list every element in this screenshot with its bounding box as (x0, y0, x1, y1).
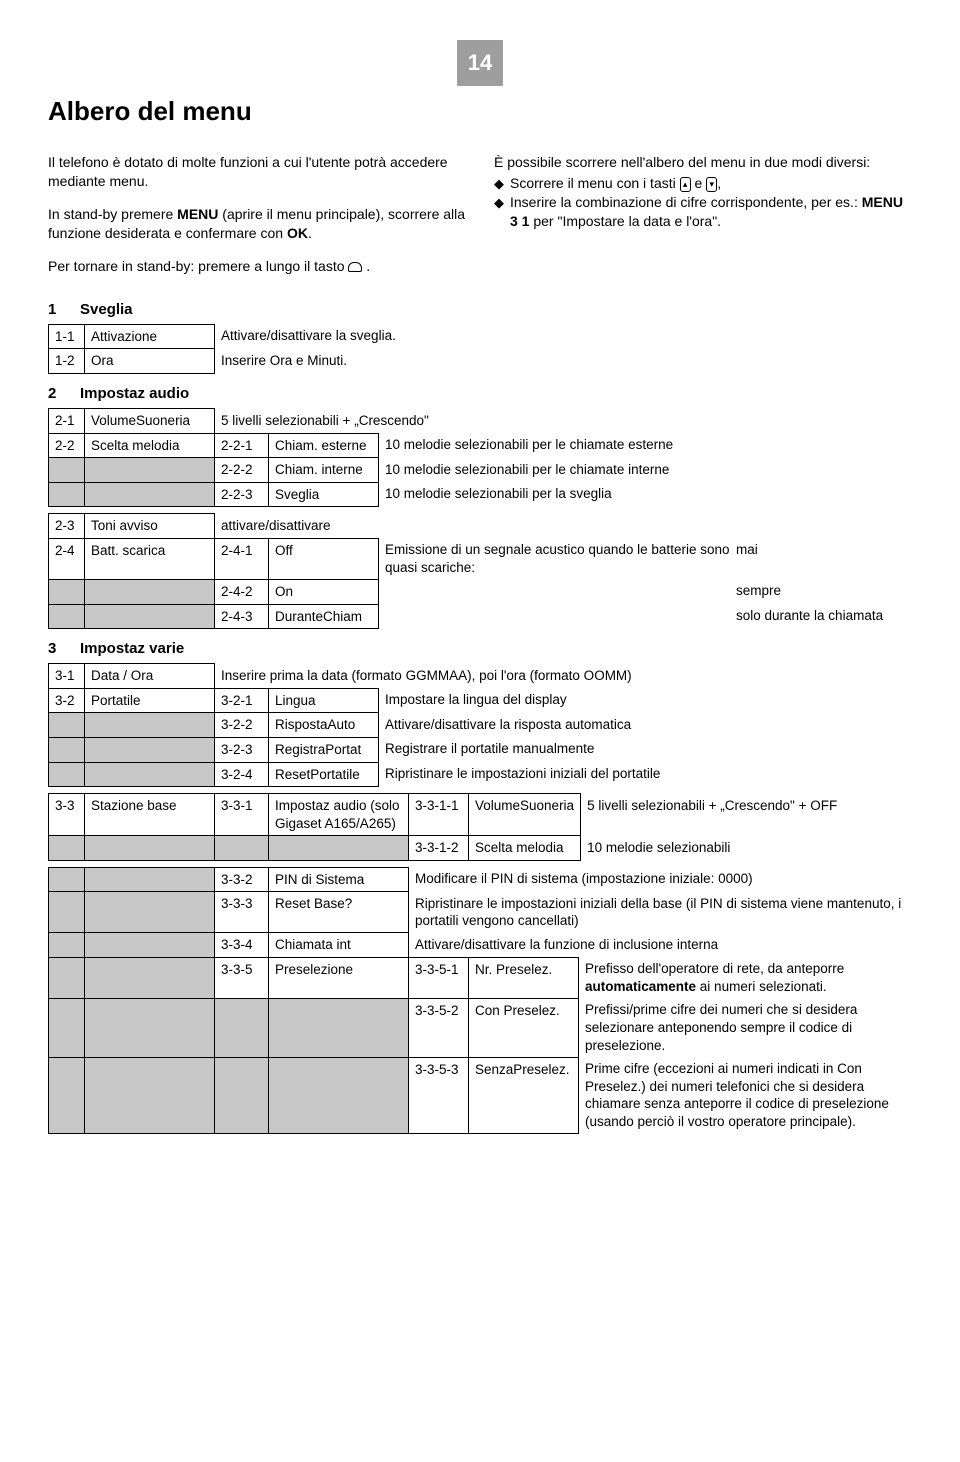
table-row: 2-4 Batt. scarica 2-4-1 Off Emissione di… (49, 538, 913, 579)
intro-columns: Il telefono è dotato di molte funzioni a… (48, 139, 912, 289)
section-3-table-b: 3-3 Stazione base 3-3-1 Impostaz audio (… (48, 793, 912, 861)
diamond-icon: ◆ (494, 193, 504, 213)
table-row: 3-3-3 Reset Base? Ripristinare le impost… (49, 892, 913, 933)
diamond-icon: ◆ (494, 174, 504, 194)
table-row: 3-3-2 PIN di Sistema Modificare il PIN d… (49, 867, 913, 892)
intro-right: È possibile scorrere nell'albero del men… (494, 139, 912, 289)
table-row: 2-2 Scelta melodia 2-2-1 Chiam. esterne … (49, 433, 913, 458)
table-row: 3-2 Portatile 3-2-1 Lingua Impostare la … (49, 688, 913, 713)
table-row: 3-2-4 ResetPortatile Ripristinare le imp… (49, 762, 913, 787)
intro-right-bullet2: ◆ Inserire la combinazione di cifre corr… (494, 193, 912, 231)
table-row: 1-1 Attivazione Attivare/disattivare la … (49, 324, 912, 349)
section-3-table-a: 3-1 Data / Ora Inserire prima la data (f… (48, 663, 912, 787)
intro-left: Il telefono è dotato di molte funzioni a… (48, 139, 466, 289)
section-2-header: 2 Impostaz audio (48, 384, 912, 404)
table-row: 3-3-4 Chiamata int Attivare/disattivare … (49, 933, 913, 958)
intro-left-p3: Per tornare in stand-by: premere a lungo… (48, 257, 466, 276)
table-row: 2-4-3 DuranteChiam solo durante la chiam… (49, 604, 913, 629)
table-row: 3-3-5-2 Con Preselez. Prefissi/prime cif… (49, 998, 913, 1057)
intro-right-p1: È possibile scorrere nell'albero del men… (494, 153, 912, 172)
table-row: 2-2-2 Chiam. interne 10 melodie selezion… (49, 458, 913, 483)
table-row: 3-3-5-3 SenzaPreselez. Prime cifre (ecce… (49, 1057, 913, 1133)
intro-right-bullet1: ◆ Scorrere il menu con i tasti ▴ e ▾, (494, 174, 912, 194)
hangup-icon (348, 262, 362, 272)
table-row: 3-2-3 RegistraPortat Registrare il porta… (49, 737, 913, 762)
down-key-icon: ▾ (706, 177, 717, 192)
table-row: 2-1 VolumeSuoneria 5 livelli selezionabi… (49, 409, 913, 434)
table-row: 3-1 Data / Ora Inserire prima la data (f… (49, 664, 913, 689)
table-row: 2-4-2 On sempre (49, 579, 913, 604)
up-key-icon: ▴ (680, 177, 691, 192)
table-row: 3-2-2 RispostaAuto Attivare/disattivare … (49, 713, 913, 738)
section-1-table: 1-1 Attivazione Attivare/disattivare la … (48, 324, 912, 374)
section-3-header: 3 Impostaz varie (48, 639, 912, 659)
section-2-table-a: 2-1 VolumeSuoneria 5 livelli selezionabi… (48, 408, 912, 507)
table-row: 2-3 Toni avviso attivare/disattivare (49, 514, 913, 539)
table-row: 1-2 Ora Inserire Ora e Minuti. (49, 349, 912, 374)
section-1-header: 1 Sveglia (48, 300, 912, 320)
page-number-badge: 14 (457, 40, 503, 86)
section-3-table-c: 3-3-2 PIN di Sistema Modificare il PIN d… (48, 867, 912, 1134)
page-title: Albero del menu (48, 94, 912, 129)
section-2-table-b: 2-3 Toni avviso attivare/disattivare 2-4… (48, 513, 912, 629)
table-row: 3-3 Stazione base 3-3-1 Impostaz audio (… (49, 794, 912, 836)
intro-left-p2: In stand-by premere MENU (aprire il menu… (48, 205, 466, 243)
table-row: 3-3-5 Preselezione 3-3-5-1 Nr. Preselez.… (49, 957, 913, 998)
table-row: 3-3-1-2 Scelta melodia 10 melodie selezi… (49, 836, 912, 861)
intro-left-p1: Il telefono è dotato di molte funzioni a… (48, 153, 466, 191)
table-row: 2-2-3 Sveglia 10 melodie selezionabili p… (49, 482, 913, 507)
